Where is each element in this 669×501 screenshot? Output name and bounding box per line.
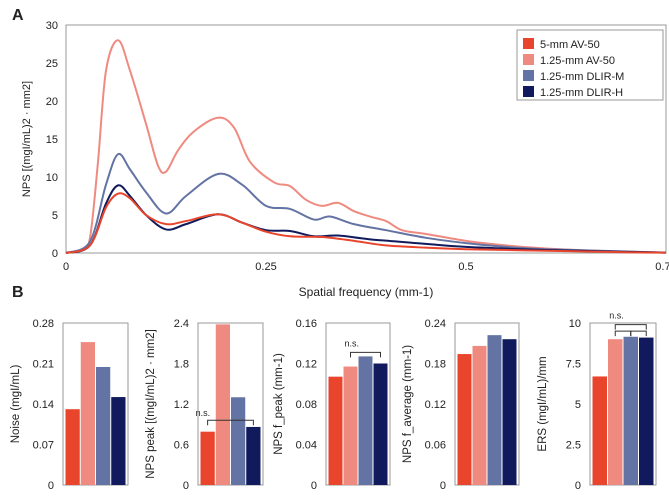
series-line xyxy=(65,192,667,254)
legend-swatch xyxy=(523,70,534,81)
plot-frame-b xyxy=(325,322,391,486)
y-tick-label: 10 xyxy=(569,318,581,330)
y-tick-label: 1.2 xyxy=(174,399,189,411)
legend-swatch xyxy=(523,86,534,97)
x-tick-label: 0.25 xyxy=(255,261,276,273)
series-line xyxy=(65,39,667,254)
y-tick-label: 20 xyxy=(46,96,58,108)
bar xyxy=(608,339,623,485)
y-tick-label: 0 xyxy=(183,480,189,492)
y-tick-label: 0.21 xyxy=(33,359,54,371)
bar xyxy=(639,337,654,485)
x-axis-label: Spatial frequency (mm-1) xyxy=(299,285,434,299)
y-tick-label: 0.24 xyxy=(425,318,446,330)
bar xyxy=(472,345,487,485)
y-axis-label: Noise (mgI/mL) xyxy=(10,365,22,444)
x-tick-label: 0 xyxy=(63,261,69,273)
plot-frame-b xyxy=(454,322,520,486)
plot-frame-b xyxy=(589,322,657,486)
bar xyxy=(592,376,607,485)
y-tick-label: 0 xyxy=(440,480,446,492)
significance-label: n.s. xyxy=(345,338,360,348)
y-tick-label: 7.5 xyxy=(566,359,581,371)
significance-bracket xyxy=(350,351,381,358)
panel-label-b: B xyxy=(12,284,24,301)
plot-frame-b xyxy=(197,322,264,486)
bar xyxy=(358,356,373,485)
legend-label: 1.25-mm AV-50 xyxy=(540,55,615,67)
bar xyxy=(373,363,388,485)
y-tick-label: 0 xyxy=(52,248,58,260)
y-tick-label: 0.08 xyxy=(296,399,317,411)
significance-label: n.s. xyxy=(196,408,211,418)
significance-bracket xyxy=(614,330,632,337)
bar xyxy=(80,342,95,485)
y-tick-label: 15 xyxy=(46,134,58,146)
y-tick-label: 1.8 xyxy=(174,359,189,371)
legend-label: 1.25-mm DLIR-M xyxy=(540,71,624,83)
x-tick-label: 0.75 xyxy=(655,261,669,273)
y-tick-label: 2.5 xyxy=(566,440,581,452)
bar xyxy=(215,324,230,485)
bar xyxy=(328,376,343,485)
plot-frame-a xyxy=(65,24,667,254)
y-axis-label: NPS f_peak (mm-1) xyxy=(273,353,285,455)
bar xyxy=(231,397,246,485)
significance-bracket xyxy=(207,419,254,426)
bar xyxy=(65,409,80,485)
y-tick-label: 0.6 xyxy=(174,440,189,452)
bar xyxy=(502,339,517,485)
bar xyxy=(343,366,358,485)
bar xyxy=(457,354,472,485)
series-line xyxy=(65,152,667,254)
y-tick-label: 0 xyxy=(311,480,317,492)
y-axis-label: NPS peak [(mgI/mL)2 · mm2] xyxy=(145,329,157,479)
legend xyxy=(516,29,664,101)
y-tick-label: 5 xyxy=(575,399,581,411)
plot-frame-b xyxy=(62,322,129,486)
legend-label: 5-mm AV-50 xyxy=(540,39,600,51)
bar xyxy=(623,336,638,485)
y-tick-label: 5 xyxy=(52,210,58,222)
y-tick-label: 0 xyxy=(575,480,581,492)
panel-label-a: A xyxy=(12,7,24,24)
legend-swatch xyxy=(523,54,534,65)
y-tick-label: 0.28 xyxy=(33,318,54,330)
y-tick-label: 0.16 xyxy=(296,318,317,330)
y-axis-label: NPS f_average (mm-1) xyxy=(402,345,414,463)
y-tick-label: 0.06 xyxy=(425,440,446,452)
legend-label: 1.25-mm DLIR-H xyxy=(540,87,623,99)
bar xyxy=(246,426,261,485)
bar xyxy=(96,366,111,485)
bar xyxy=(111,397,126,485)
y-tick-label: 0 xyxy=(48,480,54,492)
y-tick-label: 0.12 xyxy=(425,399,446,411)
legend-swatch xyxy=(523,38,534,49)
y-tick-label: 0.07 xyxy=(33,440,54,452)
y-tick-label: 25 xyxy=(46,58,58,70)
y-axis-label: ERS (mgI/mL)/mm xyxy=(537,356,549,451)
bar xyxy=(487,335,502,485)
y-axis-label: NPS [(mgI/mL)2 · mm2] xyxy=(21,81,33,197)
bar xyxy=(200,431,215,485)
y-tick-label: 2.4 xyxy=(174,318,189,330)
x-tick-label: 0.5 xyxy=(458,261,473,273)
significance-bracket xyxy=(630,330,647,337)
y-tick-label: 0.04 xyxy=(296,440,317,452)
significance-label: n.s. xyxy=(609,311,624,321)
y-tick-label: 0.12 xyxy=(296,359,317,371)
significance-bracket xyxy=(614,324,647,330)
y-tick-label: 0.14 xyxy=(33,399,54,411)
y-tick-label: 0.18 xyxy=(425,359,446,371)
y-tick-label: 30 xyxy=(46,20,58,32)
y-tick-label: 10 xyxy=(46,172,58,184)
